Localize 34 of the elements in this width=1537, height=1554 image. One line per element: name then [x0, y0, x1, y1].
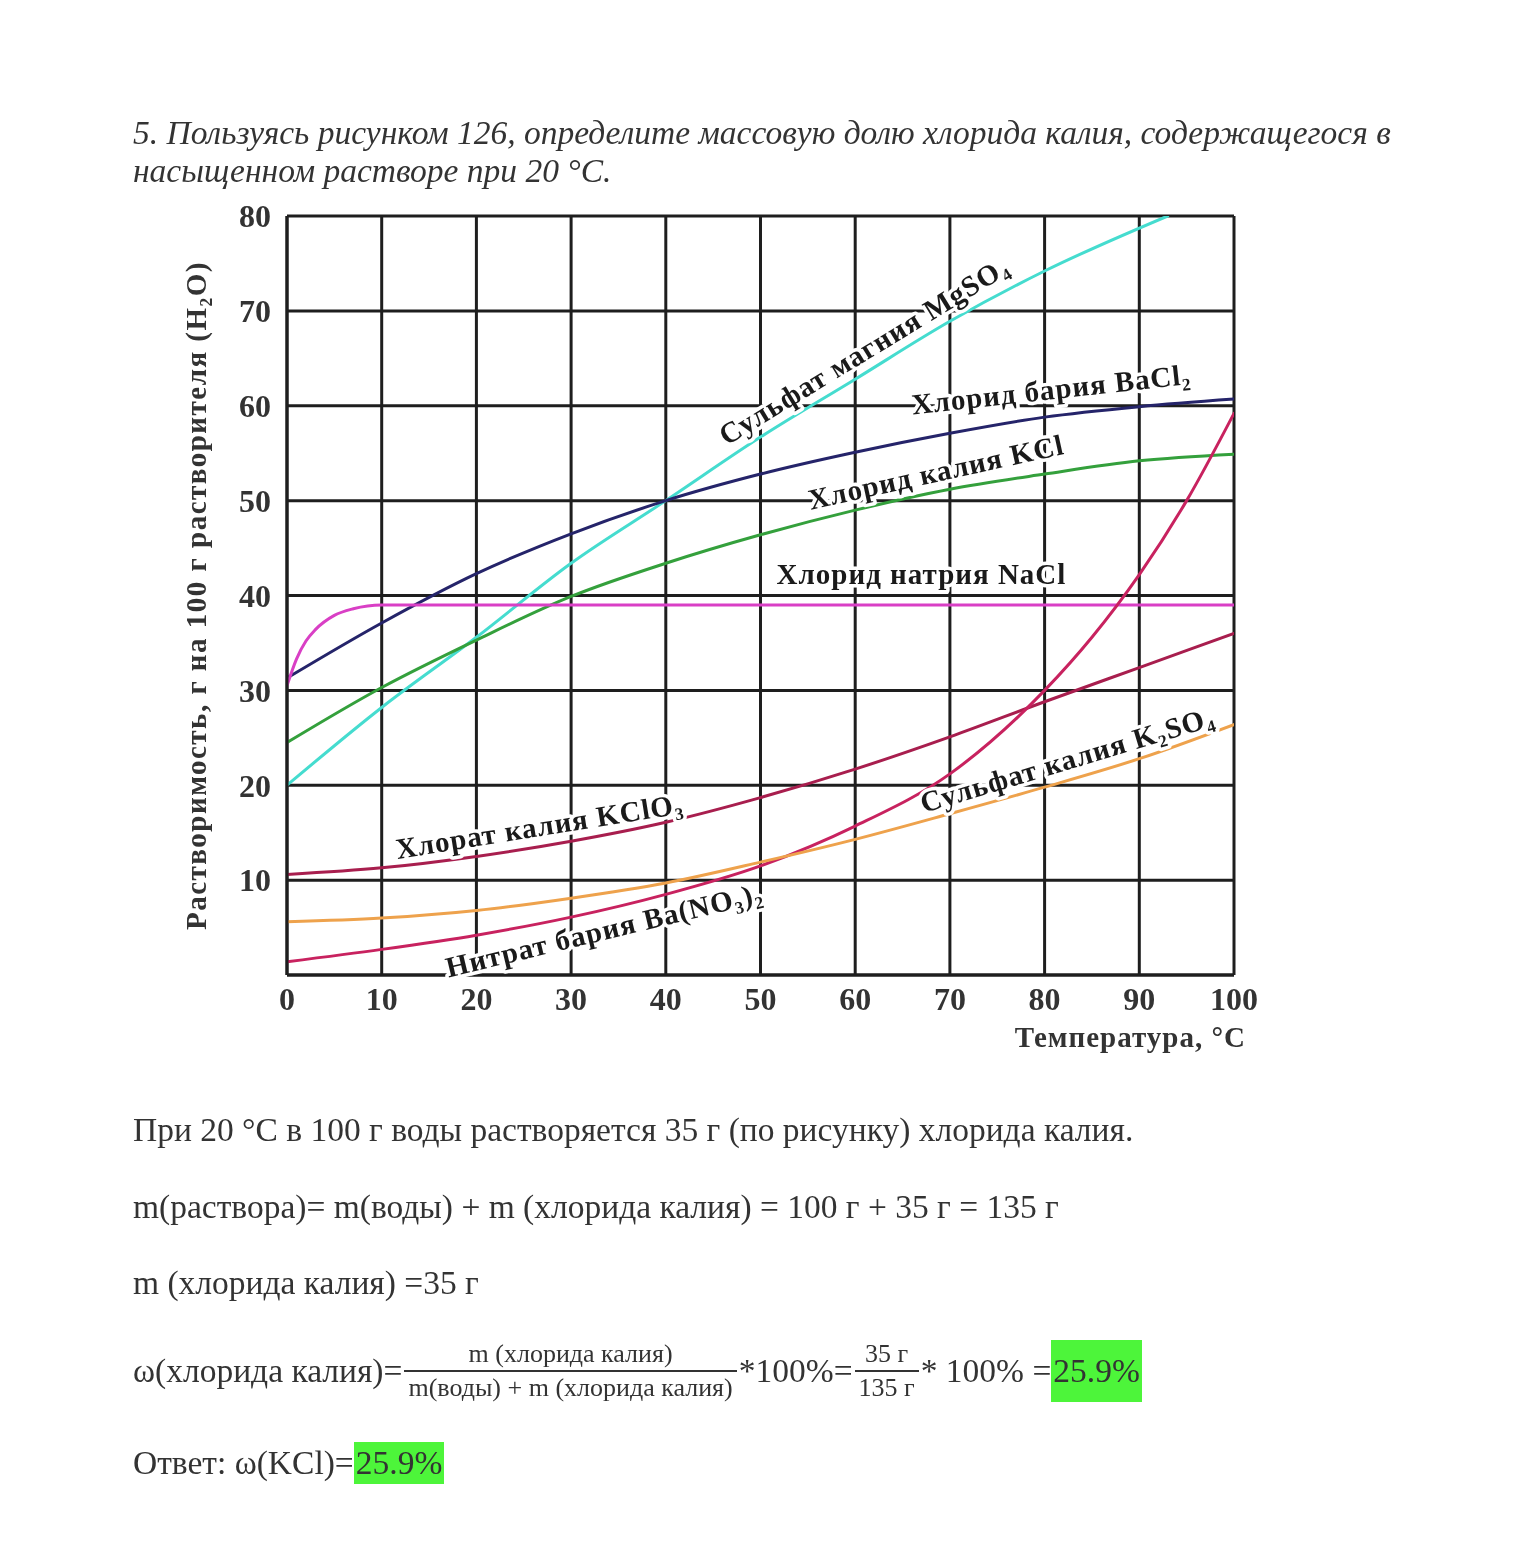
- y-axis-title: Растворимость, г на 100 г растворителя (H₂O): [180, 261, 213, 930]
- text: m(воды) + m (хлорида калия): [407, 1372, 734, 1404]
- y-tick-label: 20: [239, 767, 271, 804]
- text: * 100% =: [920, 1352, 1052, 1390]
- text: Хлорат калия KClO₃: [393, 787, 686, 865]
- text: 135 г: [857, 1372, 916, 1404]
- x-tick-label: 10: [365, 980, 398, 1017]
- x-tick-label: 60: [839, 980, 872, 1017]
- text: Хлорид калия KCl: [805, 428, 1067, 516]
- text: 35 г: [854, 1338, 919, 1372]
- y-tick-label: 40: [239, 577, 271, 614]
- y-tick-label: 10: [239, 862, 271, 899]
- text: Ответ: ω(KCl)=: [133, 1444, 354, 1482]
- y-tick-label: 60: [239, 388, 271, 425]
- text: m (хлорида калия): [404, 1338, 737, 1372]
- x-tick-label: 0: [279, 980, 295, 1017]
- x-tick-label: 90: [1123, 980, 1156, 1017]
- y-tick-label: 30: [239, 672, 271, 709]
- y-tick-label: 80: [239, 198, 271, 235]
- x-tick-label: 100: [1210, 980, 1258, 1017]
- y-tick-label: 50: [239, 482, 271, 519]
- text: При 20 °C в 100 г воды растворяется 35 г (по рисунку) хлорида калия.: [133, 1111, 1134, 1149]
- y-tick-label: 70: [239, 293, 271, 330]
- x-tick-label: 70: [933, 980, 966, 1017]
- text: 25.9%: [353, 1442, 445, 1484]
- text: 25.9%: [1051, 1340, 1142, 1402]
- x-axis-title: Температура, °C: [1014, 1021, 1246, 1053]
- x-tick-label: 80: [1028, 980, 1061, 1017]
- text: m (хлорида калия) =35 г: [133, 1264, 479, 1302]
- text: *100%=: [738, 1352, 853, 1390]
- line-series: [287, 631, 1234, 876]
- text: ω(хлорида калия)=: [133, 1352, 403, 1390]
- text: m(раствора)= m(воды) + m (хлорида калия) = 100 г + 35 г = 135 г: [133, 1188, 1059, 1226]
- chart-title: 5. Пользуясь рисунком 126, определите массовую долю хлорида калия, содержащегося в насыщенном растворе при 20 °C.: [133, 114, 1392, 190]
